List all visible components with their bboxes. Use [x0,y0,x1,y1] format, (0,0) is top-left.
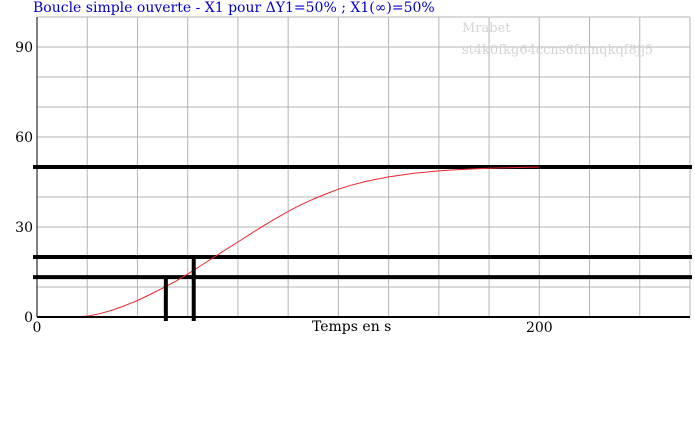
reference-lines [33,165,692,280]
marker-lines [163,257,196,321]
tick-labels: 0 30 60 90 0 200 [15,40,553,336]
x-axis-label: Temps en s [312,319,391,335]
y-tick-label: 30 [15,220,33,236]
y-tick-label: 0 [24,310,33,326]
watermark-line-1: Mrabet [462,21,511,36]
y-tick-label: 60 [15,130,33,146]
x-tick-label: 200 [526,320,553,336]
curve-layer [37,166,540,318]
response-curve [37,166,540,318]
watermark-line-2: st4k0fkg64ccns6fnmqkqf8jj5 [462,43,653,58]
y-tick-label: 90 [15,40,33,56]
axes [36,17,690,318]
x-tick-label: 0 [33,320,42,336]
chart-title: Boucle simple ouverte - X1 pour ΔY1=50% … [33,0,435,16]
